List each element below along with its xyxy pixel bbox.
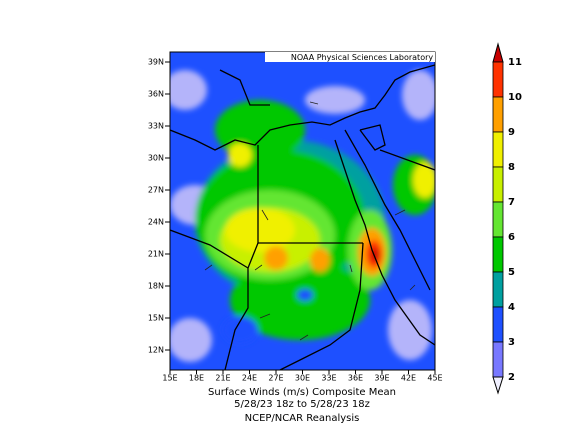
lon-label: 36E bbox=[348, 374, 363, 383]
colorbar-label: 2 bbox=[508, 372, 515, 383]
lat-label: 36N bbox=[148, 90, 164, 99]
lon-label: 24E bbox=[242, 374, 257, 383]
caption-line: Surface Winds (m/s) Composite Mean bbox=[208, 387, 396, 398]
wind-arrows bbox=[204, 101, 416, 341]
colorbar-label: 7 bbox=[508, 197, 515, 208]
header-title: NOAA Physical Sciences Laboratory bbox=[291, 53, 434, 62]
colorbar-label: 11 bbox=[508, 57, 522, 68]
colorbar-segment bbox=[492, 96, 504, 133]
colorbar-label: 8 bbox=[508, 162, 515, 173]
lat-label: 27N bbox=[148, 186, 164, 195]
lat-label: 33N bbox=[148, 122, 164, 131]
lon-label: 45E bbox=[427, 374, 442, 383]
lon-label: 18E bbox=[189, 374, 204, 383]
lon-label: 27E bbox=[268, 374, 283, 383]
map-field bbox=[170, 52, 435, 370]
lon-label: 21E bbox=[215, 374, 230, 383]
colorbar-segment bbox=[492, 306, 504, 343]
lat-label: 39N bbox=[148, 58, 164, 67]
colorbar-cap bbox=[492, 42, 504, 63]
lon-label: 15E bbox=[162, 374, 177, 383]
caption-line: NCEP/NCAR Reanalysis bbox=[245, 413, 360, 424]
colorbar-label: 9 bbox=[508, 127, 515, 138]
caption-line: 5/28/23 18z to 5/28/23 18z bbox=[234, 399, 370, 410]
colorbar-segment bbox=[492, 61, 504, 98]
colorbar-segment bbox=[492, 271, 504, 308]
lon-label: 42E bbox=[401, 374, 416, 383]
colorbar-label: 3 bbox=[508, 337, 515, 348]
colorbar-segment bbox=[492, 236, 504, 273]
colorbar-segment bbox=[492, 166, 504, 203]
lon-label: 39E bbox=[374, 374, 389, 383]
lat-label: 18N bbox=[148, 282, 164, 291]
lat-label: 21N bbox=[148, 250, 164, 259]
lat-label: 24N bbox=[148, 218, 164, 227]
colorbar-label: 4 bbox=[508, 302, 515, 313]
colorbar-label: 6 bbox=[508, 232, 515, 243]
lon-label: 30E bbox=[295, 374, 310, 383]
lon-label: 33E bbox=[321, 374, 336, 383]
lat-label: 30N bbox=[148, 154, 164, 163]
colorbar-segment bbox=[492, 201, 504, 238]
colorbar-segment bbox=[492, 131, 504, 168]
colorbar-label: 10 bbox=[508, 92, 522, 103]
lat-label: 12N bbox=[148, 346, 164, 355]
colorbar-cap bbox=[492, 376, 504, 395]
lat-label: 15N bbox=[148, 314, 164, 323]
colorbar-segment bbox=[492, 341, 504, 378]
colorbar-label: 5 bbox=[508, 267, 515, 278]
header-box bbox=[265, 52, 435, 62]
